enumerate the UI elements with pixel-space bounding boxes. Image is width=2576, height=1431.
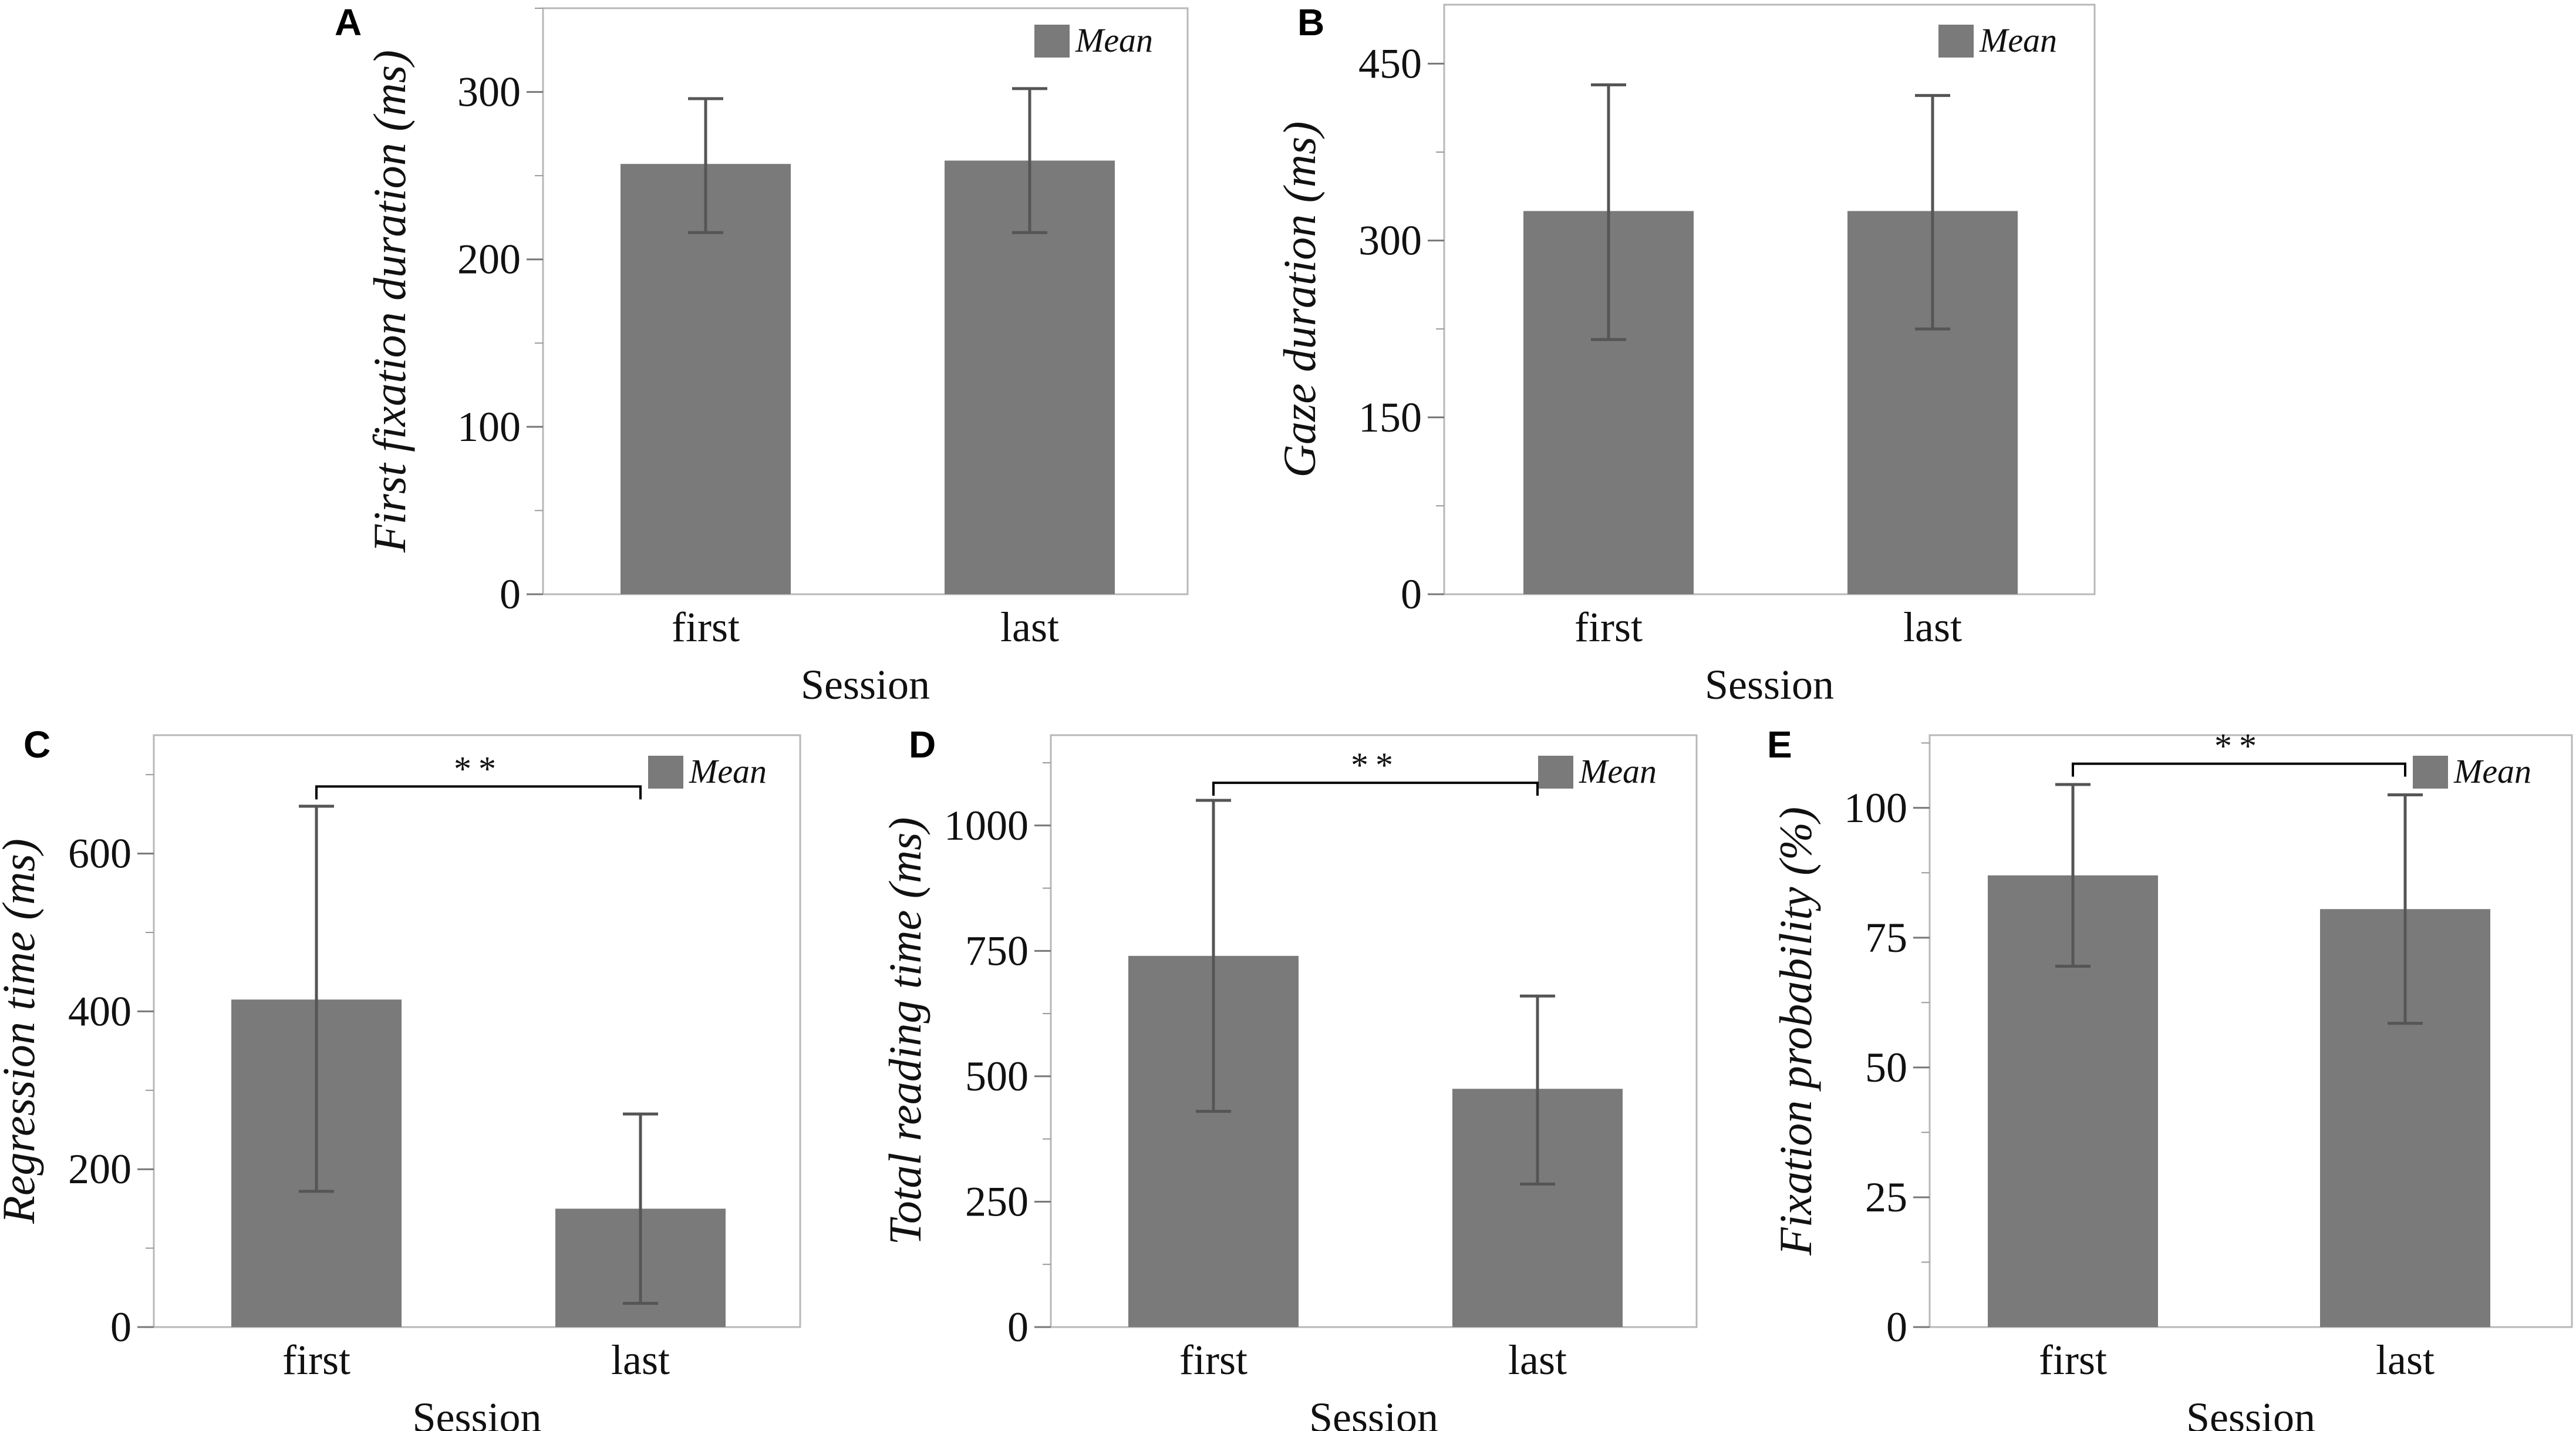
x-tick-label-d-first: first [1179,1336,1247,1383]
legend-label-e: Mean [2453,752,2531,790]
y-tick-label-e-2: 50 [1865,1044,1907,1091]
significance-label-d: ** [1351,746,1400,784]
y-axis-title-d: Total reading time (ms) [879,817,930,1245]
y-axis-title-b: Gaze duration (ms) [1274,122,1325,478]
legend-swatch-e [2413,756,2448,789]
legend-label-c: Mean [689,752,767,790]
legend-label-b: Mean [1979,21,2057,59]
x-axis-title-d: Session [1309,1394,1438,1431]
x-tick-label-b-last: last [1903,604,1962,651]
panel-letter-b: B [1297,1,1324,43]
panel-letter-d: D [909,723,936,766]
bar-a-first [621,164,791,594]
plot-frame-c [153,734,801,1328]
y-axis-title-a: First fixation duration (ms) [364,50,415,553]
y-tick-label-d-0: 0 [1007,1304,1029,1351]
panel-letter-c: C [23,723,50,766]
y-tick-label-a-2: 200 [457,236,521,283]
plot-frame-d [1050,734,1698,1328]
y-tick-label-b-0: 0 [1401,571,1422,618]
y-tick-label-d-2: 500 [965,1053,1029,1100]
legend-swatch-c [648,756,683,789]
y-axis-title-c: Regression time (ms) [0,839,44,1224]
significance-bracket-e [2072,762,2406,777]
x-tick-label-e-first: first [2039,1336,2107,1383]
y-axis-title-e: Fixation probability (%) [1770,807,1821,1256]
y-tick-label-d-1: 250 [965,1178,1029,1225]
legend-swatch-d [1538,756,1573,789]
plot-frame-b [1443,4,2096,595]
y-tick-label-d-4: 1000 [944,802,1029,849]
panel-letter-a: A [335,1,362,43]
legend-swatch-a [1034,25,1070,58]
significance-bracket-c [315,785,642,800]
y-tick-label-a-3: 300 [457,69,521,116]
y-tick-label-e-3: 75 [1865,914,1907,961]
panel-letter-e: E [1767,723,1792,766]
x-tick-label-e-last: last [2376,1336,2435,1383]
y-tick-label-a-1: 100 [457,403,521,450]
significance-bracket-d [1212,782,1539,796]
y-tick-label-e-4: 100 [1844,784,1907,831]
y-tick-label-c-1: 200 [68,1146,132,1193]
significance-label-c: ** [454,749,503,788]
y-tick-label-e-0: 0 [1886,1304,1907,1351]
legend-label-d: Mean [1579,752,1657,790]
legend-label-a: Mean [1075,21,1153,59]
y-tick-label-c-0: 0 [110,1304,132,1351]
y-tick-label-b-3: 450 [1358,40,1422,87]
y-tick-label-b-1: 150 [1358,394,1422,441]
y-tick-label-c-3: 600 [68,830,132,877]
significance-label-e: ** [2214,727,2264,766]
x-axis-title-a: Session [801,661,930,708]
y-tick-label-e-1: 25 [1865,1174,1907,1221]
plot-frame-e [1928,734,2573,1328]
x-axis-title-b: Session [1705,661,1834,708]
y-tick-label-b-2: 300 [1358,217,1422,264]
y-tick-label-c-2: 400 [68,988,132,1035]
y-tick-label-d-3: 750 [965,927,1029,974]
plot-frame-a [542,7,1189,595]
x-axis-title-c: Session [412,1394,541,1431]
x-tick-label-c-last: last [611,1336,670,1383]
x-tick-label-d-last: last [1508,1336,1567,1383]
x-tick-label-c-first: first [282,1336,350,1383]
x-tick-label-a-first: first [672,604,740,651]
legend-swatch-b [1938,25,1974,58]
x-axis-title-e: Session [2186,1394,2315,1431]
y-tick-label-a-0: 0 [500,571,521,618]
x-tick-label-b-first: first [1574,604,1643,651]
x-tick-label-a-last: last [1000,604,1059,651]
